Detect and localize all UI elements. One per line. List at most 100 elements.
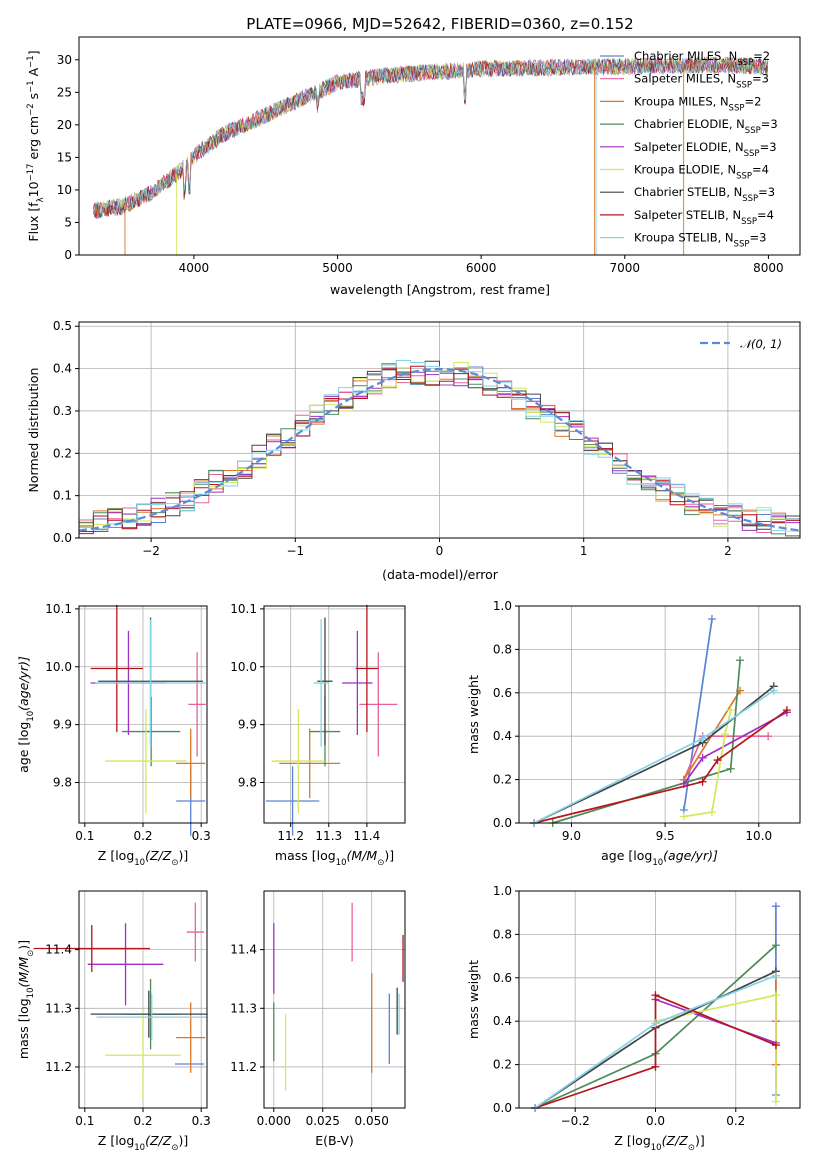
series-marker (771, 902, 780, 911)
series-marker (721, 730, 730, 739)
x-axis-label-part: ⊙ (688, 1143, 695, 1153)
x-axis-label-part: (Z/Z (145, 848, 172, 863)
y-axis-label-part: 10 (26, 711, 36, 722)
x-axis-label-part: (age/yr)] (663, 848, 718, 863)
mass-weight-vs-Z-panel: −0.2 0.0 0.2 0.0 0.2 0.4 0.6 0.8 1.0 Z [log10(Z/Z… (466, 884, 801, 1153)
x-axis-label: Z [log10(Z/Z⊙)] (98, 848, 188, 868)
x-axis-label: Z [log10(Z/Z⊙)] (614, 1133, 704, 1153)
spectrum-line (93, 56, 769, 218)
x-axis-label-part: 10 (336, 858, 347, 868)
x-axis-label: Z [log10(Z/Z⊙)] (98, 1133, 188, 1153)
legend-entry-part: =3 (758, 185, 775, 199)
x-axis-label-part: )] (178, 848, 188, 863)
legend-entry-part: Salpeter MILES, N (634, 72, 736, 86)
y-tick-label: 25 (57, 85, 72, 99)
series-marker (679, 812, 688, 821)
x-axis-label-part: Z [log (98, 848, 134, 863)
series-marker (771, 991, 780, 1000)
series-marker (769, 686, 778, 695)
y-axis-label: mass weight (466, 960, 481, 1039)
axes-frame (78, 36, 801, 256)
legend-entry-part: =3 (761, 117, 778, 131)
y-axis-label-part: (M/M (16, 957, 31, 988)
series-marker (726, 764, 735, 773)
legend-entry-part: =2 (744, 94, 761, 108)
x-tick-label: 0.1 (75, 829, 94, 843)
legend-entry-part: Kroupa ELODIE, N (634, 163, 736, 177)
gaussian-curve (79, 367, 800, 532)
y-axis-label-part: s (26, 93, 41, 104)
y-tick-label: 0.0 (493, 816, 512, 830)
x-tick-label: 9.0 (562, 829, 581, 843)
y-tick-label: 10 (57, 183, 72, 197)
axes-frame (518, 605, 801, 824)
series-marker (698, 734, 707, 743)
legend-entry-part: SSP (736, 172, 752, 182)
y-tick-label: 11.3 (45, 1001, 72, 1015)
legend-entry-part: SSP (737, 58, 753, 68)
y-axis-label-part: )] (16, 940, 31, 950)
y-axis-label: Normed distribution (26, 368, 41, 493)
y-axis-label-part: ] (26, 50, 41, 55)
y-tick-label: 1.0 (493, 599, 512, 613)
y-tick-label: 11.4 (45, 943, 72, 957)
x-tick-label: 8000 (753, 261, 784, 275)
y-axis-label: Flux [fλ10−17 erg cm−2 s−1 A−1] (26, 50, 46, 241)
x-axis-label-part: 10 (652, 858, 663, 868)
x-tick-label: 1 (580, 544, 588, 558)
y-tick-label: 9.8 (53, 775, 72, 789)
legend-entry: Salpeter MILES, NSSP=3 (634, 72, 769, 91)
x-tick-label: 0.1 (75, 1114, 94, 1128)
x-axis-label: wavelength [Angstrom, rest frame] (330, 282, 550, 297)
x-axis-label: (data-model)/error (382, 567, 499, 582)
x-axis-label-part: 10 (134, 1143, 145, 1153)
series-marker (726, 706, 735, 715)
y-tick-label: 0.2 (493, 1058, 512, 1072)
x-tick-label: −1 (286, 544, 304, 558)
series-marker (771, 1041, 780, 1050)
x-axis-label-part: (Z/Z (145, 1133, 172, 1148)
y-tick-label: 0.3 (53, 404, 72, 418)
legend-entry: Kroupa ELODIE, NSSP=4 (634, 163, 769, 182)
spectrum-line (93, 56, 769, 219)
y-axis-label: age [log10(age/yr)] (16, 656, 36, 773)
series-marker (707, 808, 716, 817)
x-axis-label-part: (Z/Z (662, 1133, 689, 1148)
y-axis-label-part: λ (36, 197, 46, 202)
series-line (655, 998, 777, 1044)
legend-entry-part: Chabrier STELIB, N (634, 185, 742, 199)
y-axis-label-part: (age/yr)] (16, 656, 31, 711)
legend-entry-part: Kroupa STELIB, N (634, 231, 734, 245)
legend-entry-part: SSP (742, 194, 758, 204)
legend-entry: Salpeter ELODIE, NSSP=3 (634, 140, 777, 159)
age-vs-mass-panel: 11.2 11.3 11.4 9.8 9.9 10.0 10.1 mass [log10(M/… (230, 602, 406, 868)
y-tick-label: 0.8 (493, 642, 512, 656)
x-tick-label: 6000 (466, 261, 497, 275)
series-marker (736, 656, 745, 665)
series-marker (698, 777, 707, 786)
x-axis-label-part: ⊙ (171, 1143, 178, 1153)
legend-entry-part: SSP (736, 81, 752, 91)
y-axis-label-part: −1 (26, 80, 36, 93)
y-axis-label-part: −1 (26, 55, 36, 68)
y-tick-label: 9.9 (238, 718, 257, 732)
x-tick-label: 0.3 (192, 829, 211, 843)
series-marker (782, 706, 791, 715)
x-tick-label: −2 (142, 544, 160, 558)
spectrum-plot (93, 55, 769, 255)
y-axis-label-part: 10 (26, 181, 41, 197)
x-tick-label: 2 (724, 544, 732, 558)
series-marker (771, 971, 780, 980)
y-tick-label: 0.4 (493, 729, 512, 743)
y-tick-label: 10.0 (45, 660, 72, 674)
x-axis-label-part: )] (178, 1133, 188, 1148)
x-axis-label: mass [log10(M/M⊙)] (275, 848, 394, 868)
spectrum-panel: PLATE=0966, MJD=52642, FIBERID=0360, z=0… (26, 15, 801, 297)
y-axis-label-part: 10 (26, 987, 36, 998)
series-line (533, 709, 788, 824)
y-axis-label-part: erg cm (26, 116, 41, 164)
legend-entry-part: =4 (757, 208, 774, 222)
spectrum-line (93, 56, 769, 218)
series-marker (698, 753, 707, 762)
